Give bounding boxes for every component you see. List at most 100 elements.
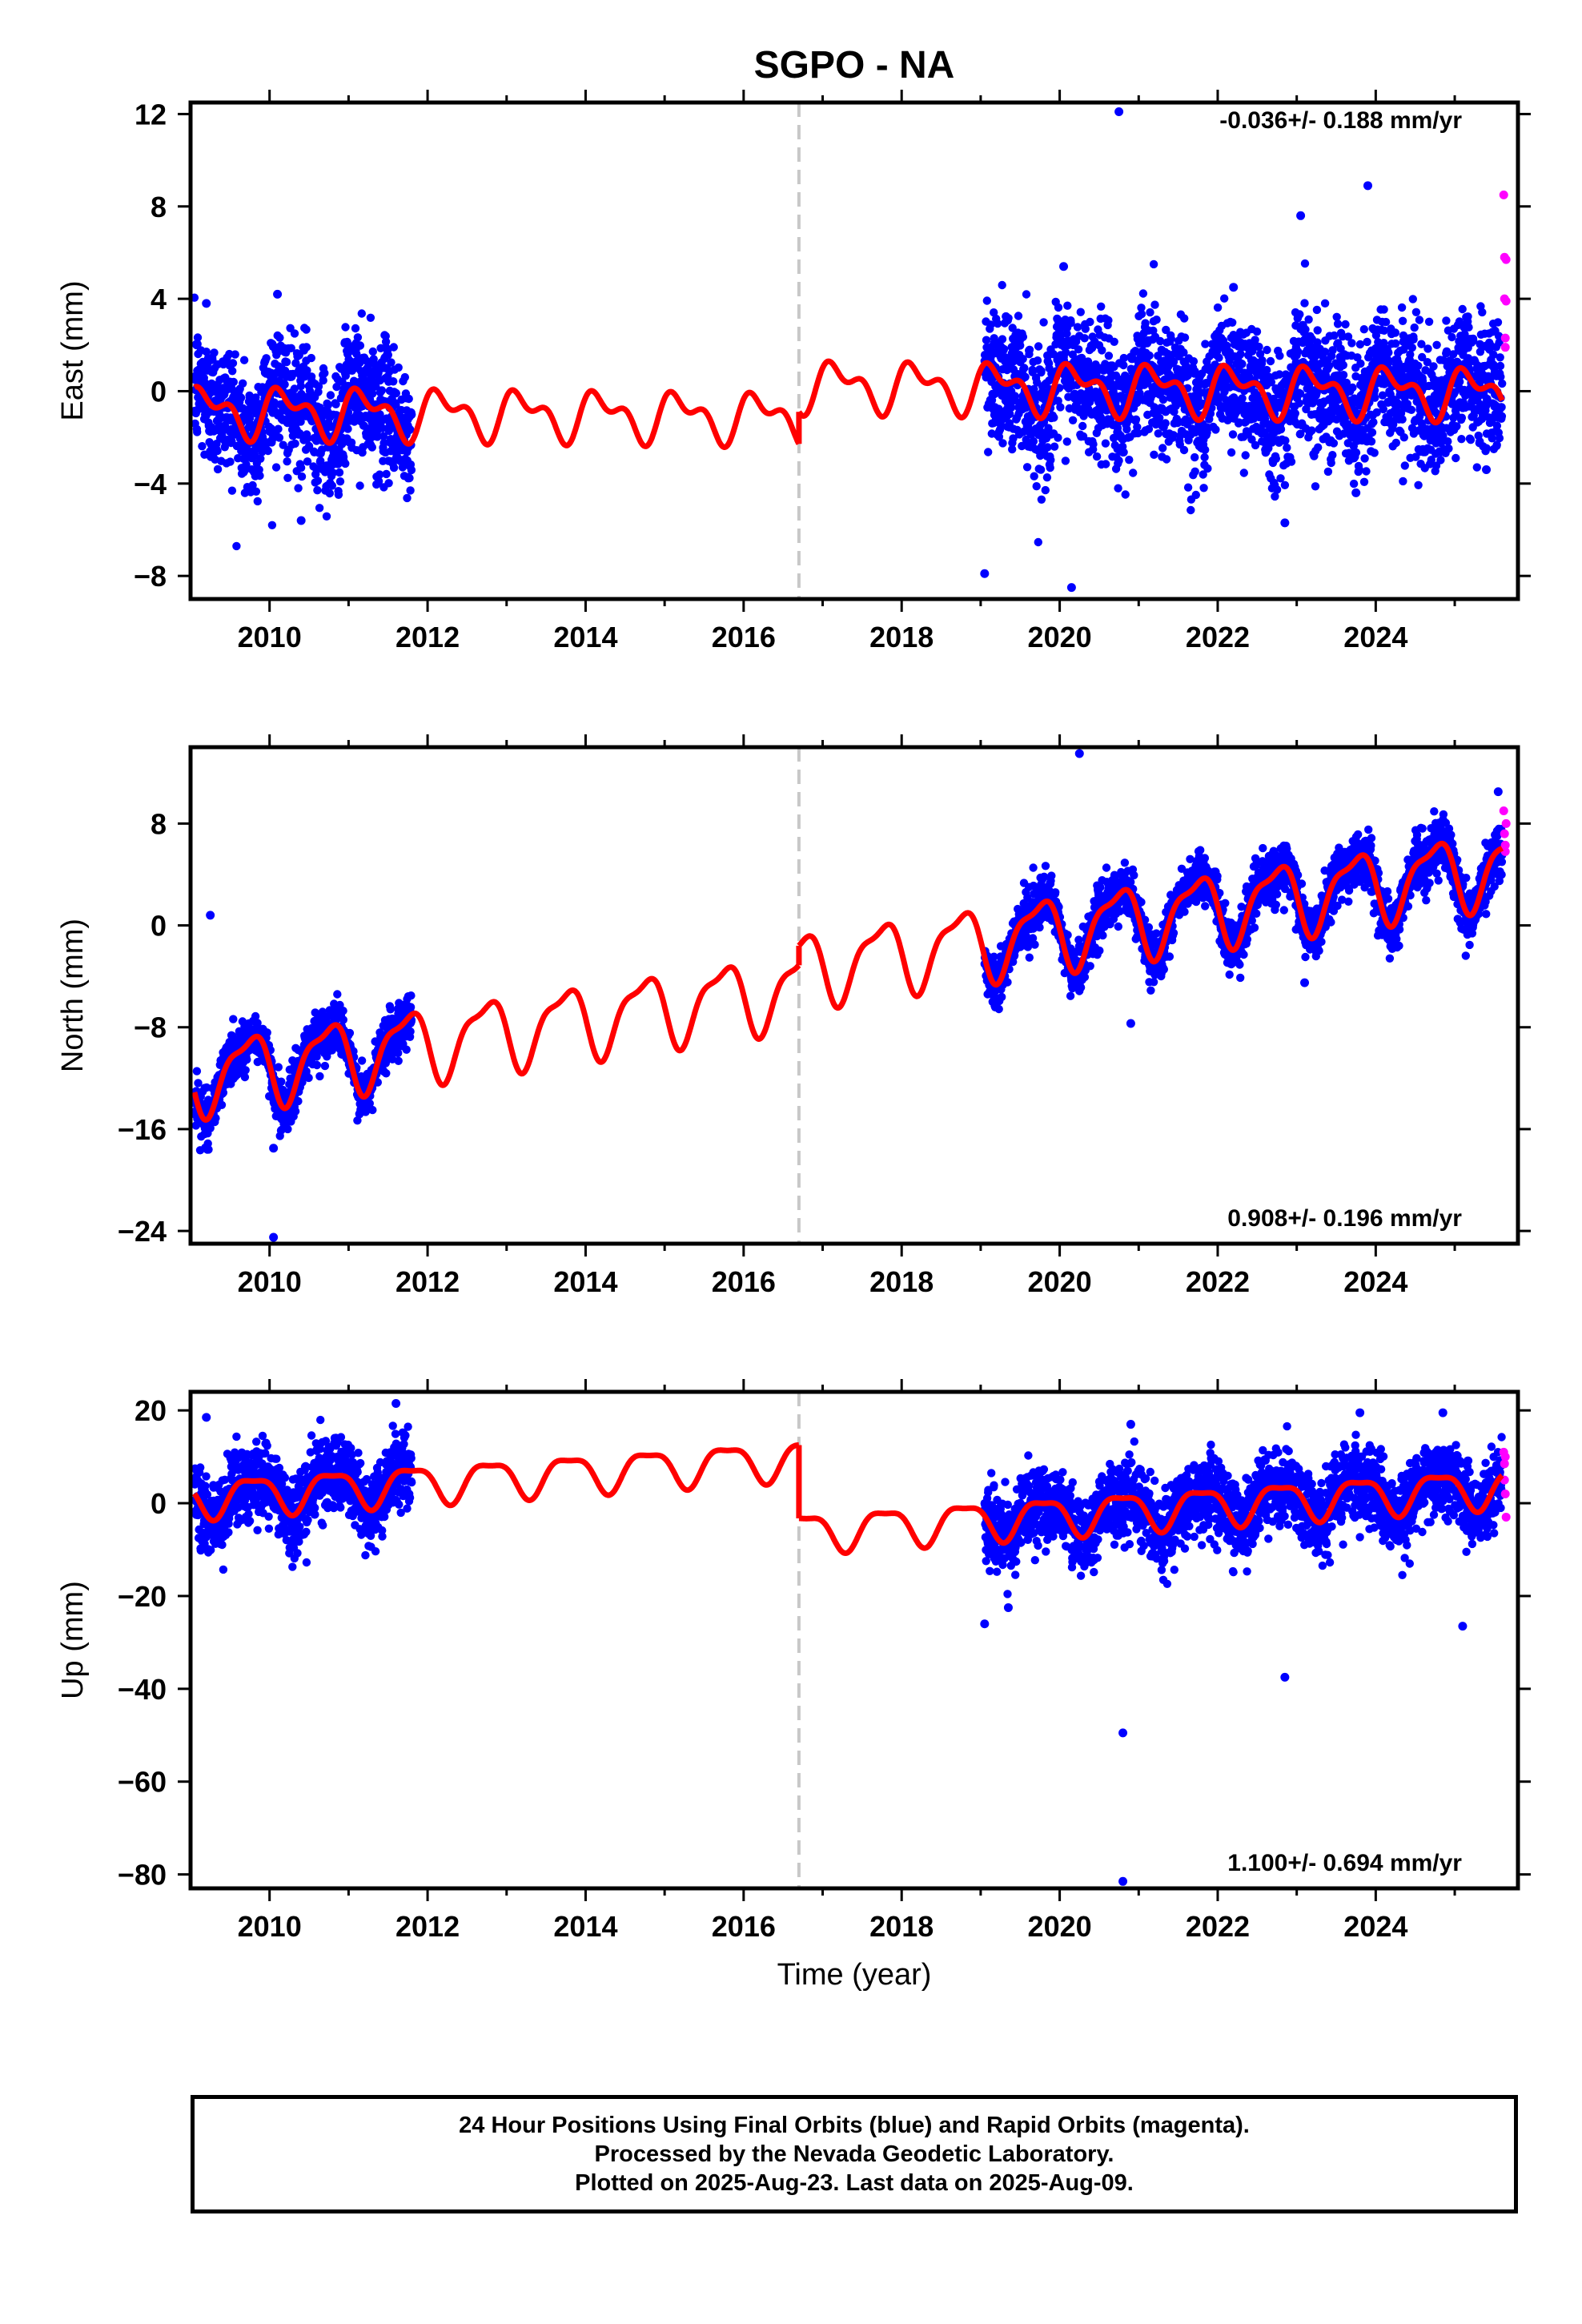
y-tick-label: −8 bbox=[134, 560, 167, 593]
data-point bbox=[1353, 353, 1362, 362]
data-point bbox=[1010, 392, 1019, 400]
data-point bbox=[226, 457, 235, 466]
data-point bbox=[1145, 351, 1154, 360]
data-point bbox=[287, 344, 295, 352]
data-point bbox=[1312, 305, 1322, 315]
data-point bbox=[1022, 435, 1030, 444]
data-point bbox=[1063, 301, 1072, 310]
data-point bbox=[229, 377, 238, 387]
data-point bbox=[1410, 323, 1419, 332]
data-point bbox=[984, 448, 993, 456]
chart-title: SGPO - NA bbox=[754, 44, 955, 86]
data-point bbox=[998, 992, 1006, 1002]
data-point bbox=[1348, 383, 1357, 392]
data-point bbox=[353, 333, 363, 342]
outlier-point bbox=[1229, 283, 1239, 292]
data-point bbox=[1046, 456, 1055, 464]
data-point bbox=[382, 1069, 391, 1078]
data-point bbox=[994, 1004, 1003, 1014]
data-point bbox=[1370, 448, 1379, 457]
data-point bbox=[328, 468, 338, 477]
data-point bbox=[1496, 353, 1504, 362]
data-point bbox=[296, 463, 306, 472]
data-point bbox=[1411, 452, 1420, 461]
data-point bbox=[211, 1114, 220, 1123]
data-point bbox=[1191, 467, 1199, 476]
data-point bbox=[248, 480, 257, 490]
data-point bbox=[302, 343, 311, 352]
data-point bbox=[1022, 290, 1031, 299]
data-point bbox=[1399, 433, 1409, 442]
data-point bbox=[1121, 490, 1130, 499]
data-point bbox=[1061, 456, 1070, 465]
data-point bbox=[373, 432, 382, 441]
data-point bbox=[322, 512, 331, 521]
outlier-point bbox=[1363, 181, 1372, 191]
data-point bbox=[1359, 477, 1369, 486]
data-point bbox=[198, 442, 207, 451]
data-point bbox=[193, 333, 203, 342]
data-point bbox=[325, 489, 334, 498]
data-point bbox=[367, 443, 376, 452]
data-point bbox=[1466, 436, 1476, 444]
data-point bbox=[1324, 361, 1334, 371]
data-point bbox=[1492, 421, 1502, 430]
data-point bbox=[1080, 334, 1089, 343]
data-point bbox=[377, 386, 387, 395]
data-point bbox=[1154, 429, 1163, 438]
data-point bbox=[1476, 348, 1485, 356]
y-axis-label: East (mm) bbox=[56, 280, 90, 420]
data-point bbox=[1417, 340, 1426, 348]
data-point bbox=[304, 441, 314, 451]
data-point bbox=[315, 504, 324, 513]
data-point bbox=[406, 486, 415, 495]
data-point bbox=[1134, 428, 1142, 438]
data-point bbox=[391, 388, 400, 398]
data-point bbox=[1493, 318, 1503, 327]
x-tick-label: 2010 bbox=[238, 621, 302, 653]
data-point bbox=[1332, 312, 1341, 321]
data-point bbox=[1228, 430, 1238, 439]
data-point bbox=[1281, 436, 1290, 445]
data-point bbox=[1129, 468, 1138, 477]
data-point bbox=[353, 1116, 362, 1125]
data-point bbox=[402, 1045, 411, 1054]
data-point bbox=[1329, 439, 1339, 448]
data-point bbox=[1328, 346, 1337, 355]
data-point bbox=[1498, 379, 1507, 388]
data-point bbox=[229, 1015, 238, 1023]
data-point bbox=[345, 1028, 355, 1038]
data-point bbox=[1062, 348, 1070, 357]
data-point bbox=[1432, 340, 1441, 349]
data-point bbox=[315, 1072, 324, 1081]
data-point bbox=[1030, 940, 1039, 949]
data-point bbox=[1444, 444, 1453, 453]
data-point bbox=[1050, 442, 1059, 451]
data-point bbox=[1083, 357, 1093, 366]
data-point bbox=[1039, 872, 1049, 882]
data-point bbox=[232, 541, 241, 551]
data-point bbox=[1379, 339, 1388, 348]
data-point bbox=[1211, 425, 1220, 434]
data-point bbox=[371, 382, 380, 391]
outlier-point bbox=[273, 289, 283, 299]
data-point bbox=[339, 1007, 347, 1015]
data-point bbox=[312, 1052, 321, 1061]
data-point bbox=[1141, 319, 1150, 328]
data-point bbox=[302, 325, 311, 334]
data-point bbox=[1255, 342, 1263, 352]
data-point bbox=[1006, 409, 1014, 419]
data-point bbox=[1138, 289, 1148, 298]
data-point bbox=[1039, 318, 1048, 327]
data-point bbox=[294, 1096, 303, 1106]
data-point bbox=[1363, 337, 1371, 347]
outlier-point bbox=[202, 299, 211, 308]
data-point bbox=[982, 296, 992, 305]
data-point bbox=[1384, 356, 1393, 365]
data-point bbox=[1407, 343, 1417, 352]
data-point bbox=[1356, 359, 1365, 368]
data-point bbox=[1014, 312, 1023, 320]
data-point bbox=[406, 1027, 415, 1036]
data-point bbox=[307, 353, 315, 363]
data-point bbox=[1456, 377, 1464, 386]
